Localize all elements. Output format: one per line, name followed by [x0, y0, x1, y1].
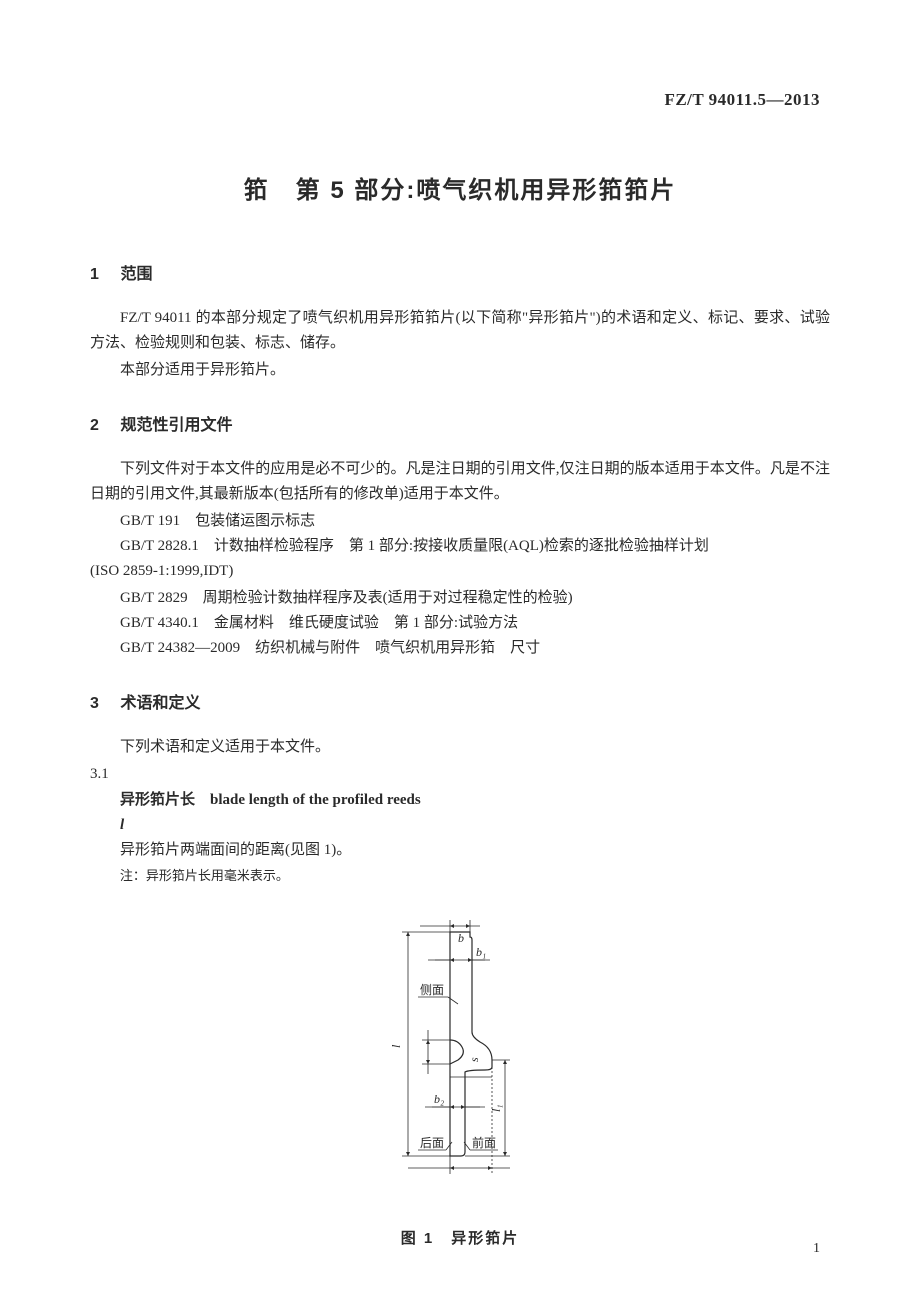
term-title: 异形筘片长 blade length of the profiled reeds [90, 787, 830, 813]
figure-1-caption: 图 1 异形筘片 [90, 1227, 830, 1248]
fig-label-back: 后面 [420, 1136, 444, 1150]
section-3-num: 3 [90, 695, 116, 713]
section-2-para-1: 下列文件对于本文件的应用是必不可少的。凡是注日期的引用文件,仅注日期的版本适用于… [90, 457, 830, 507]
term-cn: 异形筘片长 [120, 791, 195, 808]
ref-gbt2828: GB/T 2828.1 计数抽样检验程序 第 1 部分:按接收质量限(AQL)检… [90, 534, 830, 559]
fig-label-side: 侧面 [420, 983, 444, 997]
section-2-num: 2 [90, 417, 116, 435]
term-note: 注：异形筘片长用毫米表示。 [90, 865, 830, 887]
fig-label-b1: b₁ [476, 945, 486, 959]
fig-label-l1: l₁ [489, 1104, 503, 1112]
figure-1-svg: b b₁ 侧面 l [350, 912, 570, 1192]
fig-label-front: 前面 [472, 1135, 496, 1150]
section-1-para-1: FZ/T 94011 的本部分规定了喷气织机用异形筘筘片(以下简称"异形筘片")… [90, 306, 830, 356]
subsection-3-1-num: 3.1 [90, 762, 830, 787]
section-3-para-1: 下列术语和定义适用于本文件。 [90, 735, 830, 760]
term-symbol: l [90, 813, 830, 838]
section-2-name: 规范性引用文件 [120, 417, 232, 434]
term-en: blade length of the profiled reeds [210, 792, 421, 808]
section-1-para-2: 本部分适用于异形筘片。 [90, 358, 830, 383]
fig-label-b: b [458, 931, 464, 945]
svg-text:s: s [467, 1057, 481, 1062]
ref-gbt24382: GB/T 24382—2009 纺织机械与附件 喷气织机用异形筘 尺寸 [90, 636, 830, 661]
fig-label-b2: b₂ [434, 1092, 444, 1106]
section-3-heading: 3 术语和定义 [90, 689, 830, 713]
ref-gbt2828-iso: (ISO 2859-1:1999,IDT) [90, 559, 830, 584]
section-1-name: 范围 [120, 266, 152, 283]
ref-gbt2829: GB/T 2829 周期检验计数抽样程序及表(适用于对过程稳定性的检验) [90, 586, 830, 611]
standard-code: FZ/T 94011.5—2013 [664, 90, 820, 110]
section-1-heading: 1 范围 [90, 260, 830, 284]
ref-gbt191: GB/T 191 包装储运图示标志 [90, 509, 830, 534]
fig-label-l: l [389, 1044, 403, 1048]
section-1-num: 1 [90, 266, 116, 284]
term-definition: 异形筘片两端面间的距离(见图 1)。 [90, 838, 830, 863]
ref-gbt4340: GB/T 4340.1 金属材料 维氏硬度试验 第 1 部分:试验方法 [90, 611, 830, 636]
figure-1: b b₁ 侧面 l [90, 912, 830, 1248]
section-3-name: 术语和定义 [120, 695, 200, 712]
section-2-heading: 2 规范性引用文件 [90, 411, 830, 435]
document-title: 筘 第 5 部分:喷气织机用异形筘筘片 [90, 170, 830, 205]
page-number: 1 [813, 1241, 820, 1257]
